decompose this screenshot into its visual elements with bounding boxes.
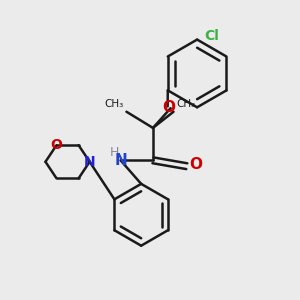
Text: H: H bbox=[110, 146, 119, 159]
Text: N: N bbox=[84, 155, 95, 169]
Text: CH₃: CH₃ bbox=[176, 99, 195, 110]
Text: O: O bbox=[190, 157, 203, 172]
Text: N: N bbox=[114, 153, 127, 168]
Text: O: O bbox=[163, 100, 176, 115]
Text: CH₃: CH₃ bbox=[105, 99, 124, 110]
Text: Cl: Cl bbox=[205, 29, 219, 43]
Text: O: O bbox=[51, 138, 62, 152]
